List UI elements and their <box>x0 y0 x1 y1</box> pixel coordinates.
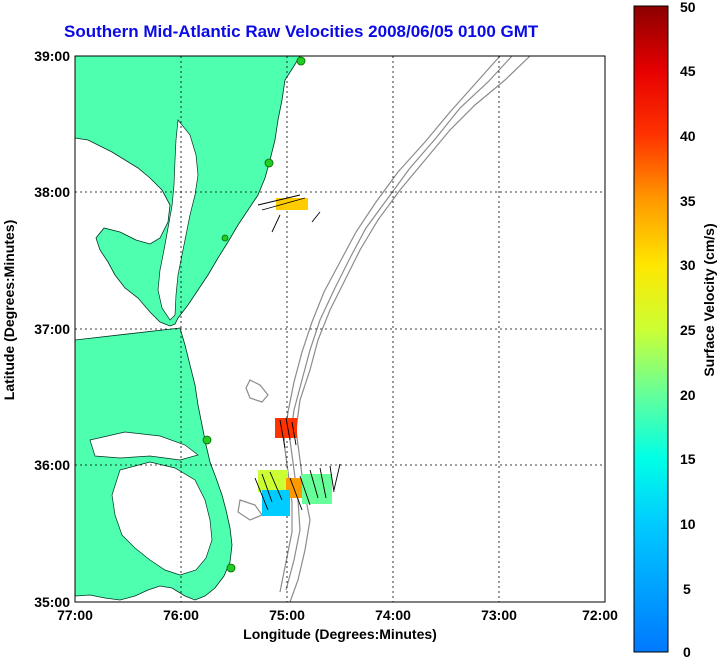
x-tick-label: 75:00 <box>269 607 305 623</box>
velocity-patch-south-b <box>286 478 304 498</box>
x-axis-label: Longitude (Degrees:Minutes) <box>243 626 437 642</box>
y-tick-label: 35:00 <box>34 594 70 610</box>
velocity-patch-south-a <box>258 470 288 492</box>
albemarle-sound <box>89 431 199 461</box>
plot-frame <box>74 55 606 603</box>
y-tick-label: 37:00 <box>34 321 70 337</box>
y-tick-label: 38:00 <box>34 184 70 200</box>
colorbar-tick-label: 10 <box>680 516 696 532</box>
x-tick-labels: 77:00 76:00 75:00 74:00 73:00 72:00 <box>57 607 618 623</box>
velocity-arrows <box>254 194 341 511</box>
colorbar-tick-label: 50 <box>680 0 696 15</box>
plot-area <box>74 55 606 603</box>
colorbar: 50 45 40 35 30 25 20 15 10 5 0 Surface V… <box>633 0 717 659</box>
y-axis-label: Latitude (Degrees:Minutes) <box>1 220 17 400</box>
colorbar-label: Surface Velocity (cm/s) <box>701 223 717 376</box>
colorbar-tick-label: 25 <box>680 322 696 338</box>
x-tick-label: 72:00 <box>582 607 618 623</box>
colorbar-tick-label: 45 <box>680 63 696 79</box>
velocity-patch-south-d <box>262 490 290 516</box>
x-tick-label: 77:00 <box>57 607 93 623</box>
chesapeake-bay <box>157 119 199 321</box>
y-tick-labels: 39:00 38:00 37:00 36:00 35:00 <box>34 48 70 610</box>
velocity-patch-south-c <box>302 474 332 504</box>
x-tick-label: 74:00 <box>375 607 411 623</box>
colorbar-tick-label: 35 <box>680 193 696 209</box>
colorbar-gradient <box>633 5 669 653</box>
velocity-patch-north <box>276 198 308 210</box>
velocity-patch-center <box>275 418 297 438</box>
map-title: Southern Mid-Atlantic Raw Velocities 200… <box>64 22 539 41</box>
pamlico-sound <box>111 461 213 576</box>
y-tick-label: 39:00 <box>34 48 70 64</box>
radar-stations <box>202 56 306 573</box>
colorbar-tick-label: 15 <box>680 451 696 467</box>
colorbar-tick-label: 40 <box>680 128 696 144</box>
x-tick-label: 76:00 <box>163 607 199 623</box>
colorbar-tick-label: 0 <box>683 644 691 659</box>
x-tick-label: 73:00 <box>481 607 517 623</box>
colorbar-tick-label: 5 <box>683 581 691 597</box>
colorbar-tick-label: 30 <box>680 257 696 273</box>
y-tick-label: 36:00 <box>34 457 70 473</box>
colorbar-tick-label: 20 <box>680 387 696 403</box>
